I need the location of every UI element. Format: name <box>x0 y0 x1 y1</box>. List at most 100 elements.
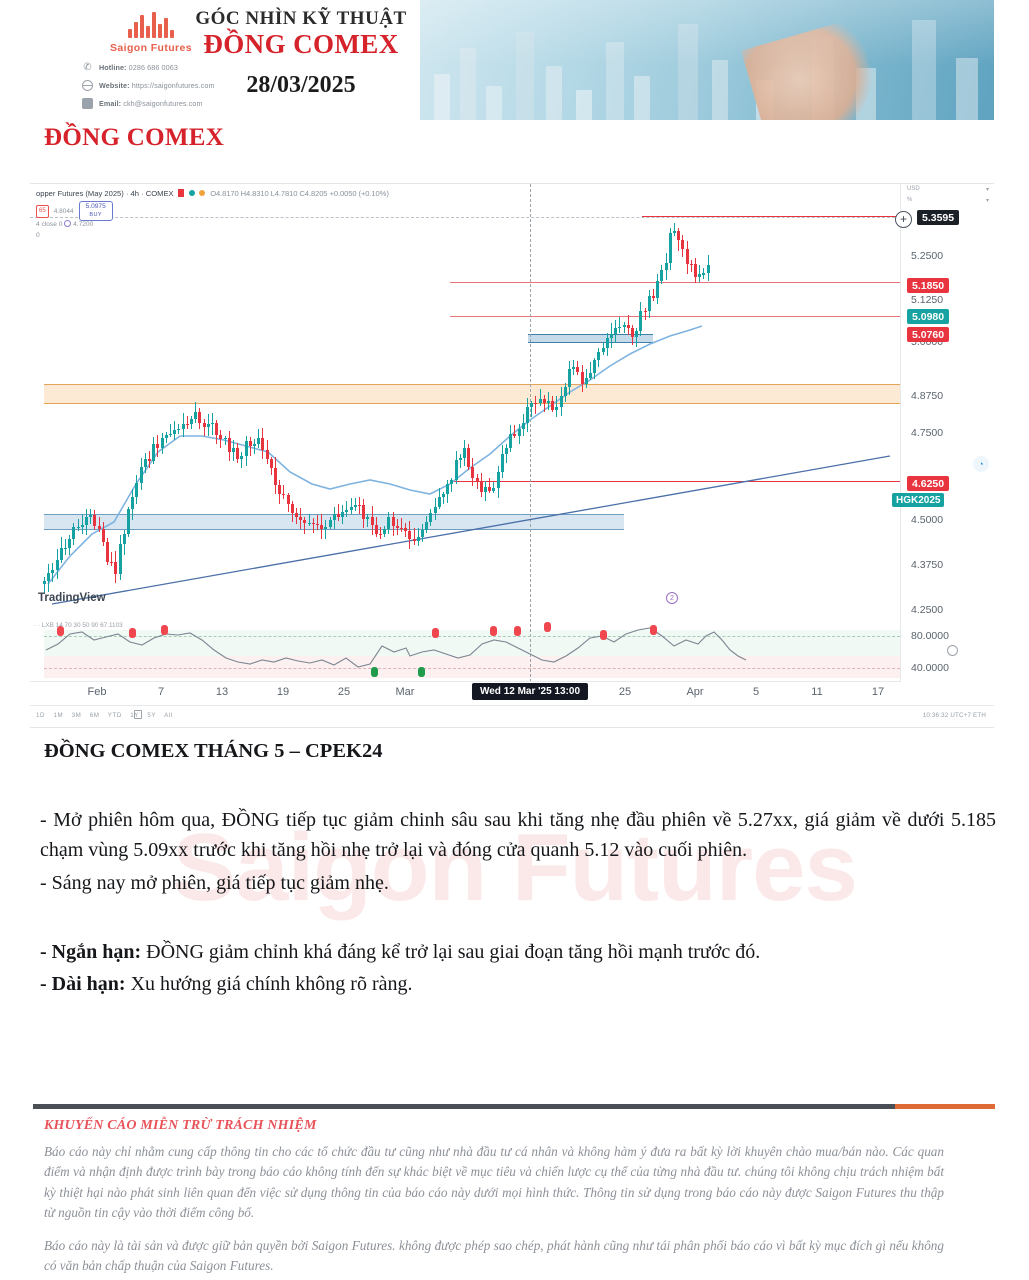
candle-body <box>76 526 80 528</box>
volume-legend-row: 4 close 0 4.7200 <box>36 220 93 228</box>
moving-average-line <box>47 325 703 585</box>
candle-body <box>127 508 130 534</box>
candle-wick <box>170 423 171 438</box>
section-title: ĐỒNG COMEX THÁNG 5 – CPEK24 <box>44 740 383 762</box>
time-tick: 13 <box>215 686 229 698</box>
line-resistance-5-1850 <box>450 282 900 283</box>
candle-body <box>706 265 710 274</box>
candle-wick <box>531 400 533 417</box>
candle-body <box>505 448 508 455</box>
candle-wick <box>623 322 625 333</box>
add-alert-button[interactable]: + <box>895 211 912 228</box>
price-tick: 4.3750 <box>911 559 944 571</box>
brand-logo: Saigon Futures <box>76 12 226 54</box>
candle-body <box>677 231 681 240</box>
chart-plot-area[interactable]: opper Futures (May 2025) · 4h · COMEX O4… <box>30 184 900 682</box>
globe-icon <box>82 80 93 91</box>
price-tag-current: 5.0980 <box>907 309 950 324</box>
candle-body <box>68 539 72 548</box>
chart-symbol-label: opper Futures (May 2025) · 4h · COMEX <box>36 189 174 198</box>
footer-divider-accent <box>895 1104 995 1109</box>
candle-wick <box>203 418 205 436</box>
crosshair-time-label: Wed 12 Mar '25 13:00 <box>471 683 589 700</box>
mail-icon <box>82 98 93 109</box>
candle-body <box>631 327 634 338</box>
candle-body <box>93 515 97 526</box>
candle-body <box>202 422 206 427</box>
candle-wick <box>636 328 638 347</box>
candle-wick <box>459 453 461 468</box>
price-scale[interactable]: USD ▾ % ▾ 5.2500 5.1250 5.0000 4.8750 4.… <box>895 184 994 682</box>
header-left: Saigon Futures ✆ Hotline: 0286 686 0063 … <box>30 0 420 120</box>
candle-body <box>538 399 542 404</box>
candle-body <box>446 483 450 494</box>
candle-body <box>668 232 672 263</box>
candle-body <box>664 262 668 270</box>
footer-divider <box>33 1104 995 1109</box>
candle-body <box>643 310 647 312</box>
candle-body <box>311 522 315 524</box>
tradingview-watermark: TradingView <box>38 592 106 604</box>
tradingview-chart[interactable]: opper Futures (May 2025) · 4h · COMEX O4… <box>30 183 994 728</box>
volume-legend-value: 4.7200 <box>73 221 94 228</box>
timeframe-ytd[interactable]: YTD <box>107 712 122 719</box>
rsi-overbought-marker <box>514 626 521 636</box>
contact-hotline: ✆ Hotline: 0286 686 0063 <box>82 62 402 73</box>
time-tick: Apr <box>686 686 704 698</box>
candle-body <box>232 447 235 452</box>
candle-body <box>181 423 185 429</box>
candle-body <box>177 428 181 431</box>
chart-ohlc: O4.8170 H4.8310 L4.7810 C4.8205 <box>210 189 328 198</box>
chart-settings-icon[interactable] <box>947 645 958 656</box>
rsi-overbought-marker <box>650 625 657 635</box>
candle-body <box>328 519 332 527</box>
candle-body <box>164 435 168 439</box>
candle-body <box>85 517 88 525</box>
candle-body <box>122 533 126 545</box>
time-scale[interactable]: Feb 7 13 19 25 Mar Wed 12 Mar '25 13:00 … <box>30 681 900 705</box>
candle-body <box>572 367 576 370</box>
candle-body <box>463 447 466 459</box>
price-scale-percent-caret[interactable]: ▾ <box>985 198 989 204</box>
rsi-overbought-marker <box>600 630 607 640</box>
candle-wick <box>249 437 251 456</box>
timeframe-buttons[interactable]: 1D 1M 3M 6M YTD 1Y 5Y All <box>36 712 179 719</box>
timeframe-3m[interactable]: 3M <box>71 712 82 719</box>
contact-email-text: Email: ckh@saigonfutures.com <box>99 99 203 108</box>
timeframe-6m[interactable]: 6M <box>89 712 100 719</box>
brand-name: Saigon Futures <box>109 42 193 54</box>
candle-body <box>362 505 366 520</box>
price-scale-percent[interactable]: % <box>907 197 913 203</box>
candle-wick <box>674 223 675 236</box>
timeframe-1m[interactable]: 1M <box>53 712 64 719</box>
candle-wick <box>304 516 306 535</box>
chart-legend: opper Futures (May 2025) · 4h · COMEX O4… <box>36 189 389 198</box>
indicator-icon[interactable] <box>64 220 72 227</box>
chart-bottom-toolbar[interactable]: 1D 1M 3M 6M YTD 1Y 5Y All 10:36:32 UTC+7… <box>30 705 994 727</box>
calendar-icon[interactable] <box>134 710 142 719</box>
price-scale-currency[interactable]: USD <box>907 186 920 192</box>
candle-body <box>253 444 256 446</box>
price-scale-currency-caret[interactable]: ▾ <box>985 187 989 193</box>
legend-eye-icon[interactable] <box>188 190 195 196</box>
contact-hotline-text: Hotline: 0286 686 0063 <box>99 63 178 72</box>
candle-body <box>51 570 55 573</box>
crosshair-vertical <box>530 184 531 682</box>
signal-legend-row: 65 4.8044 5.0975 BUY <box>36 201 113 222</box>
candle-body <box>471 466 475 479</box>
contact-email: Email: ckh@saigonfutures.com <box>82 98 402 109</box>
timeframe-5y[interactable]: 5Y <box>147 712 157 719</box>
candle-body <box>530 403 534 408</box>
candle-body <box>370 517 374 526</box>
alert-drop-icon[interactable]: ◔ <box>973 456 989 472</box>
candle-body <box>488 487 492 491</box>
candle-body <box>135 482 139 498</box>
timeframe-1d[interactable]: 1D <box>36 712 46 719</box>
rsi-overbought-marker <box>57 626 64 636</box>
chart-clock: 10:36:32 UTC+7 ETH <box>922 712 986 719</box>
candle-wick <box>690 260 692 273</box>
candle-body <box>416 537 420 541</box>
disclaimer-body: Báo cáo này chỉ nhằm cung cấp thông tin … <box>44 1142 944 1277</box>
legend-settings-icon[interactable] <box>198 190 205 196</box>
timeframe-all[interactable]: All <box>164 712 173 719</box>
